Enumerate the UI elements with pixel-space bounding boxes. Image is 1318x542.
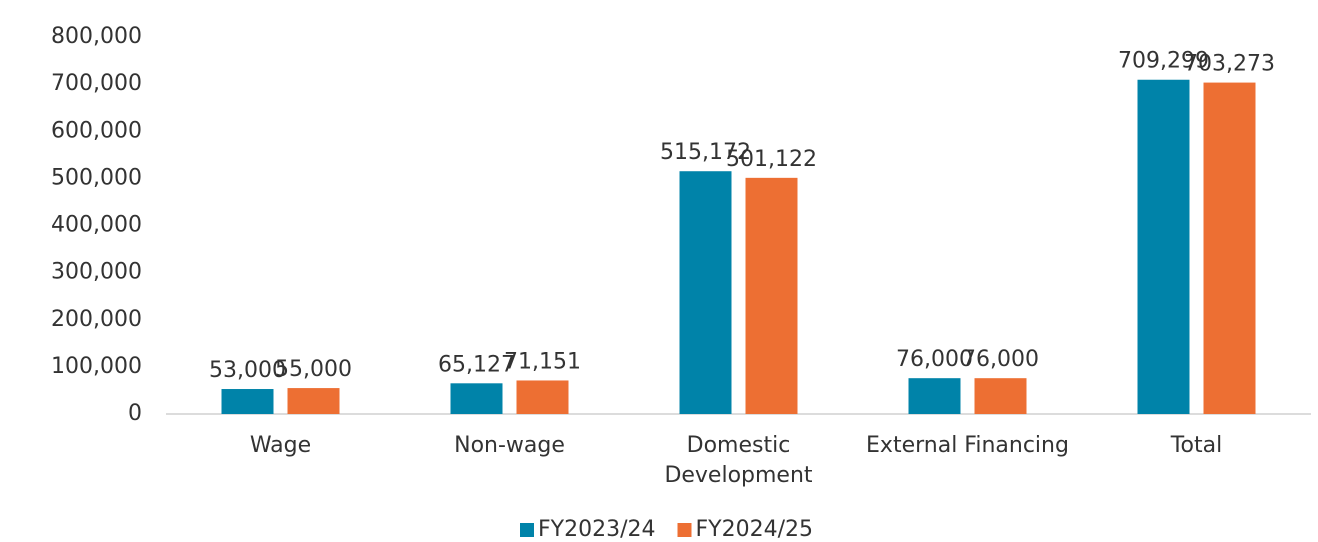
y-tick-label: 800,000 bbox=[51, 24, 142, 49]
bar bbox=[745, 177, 798, 414]
x-tick-label: Wage bbox=[249, 433, 312, 458]
value-label: 76,000 bbox=[962, 347, 1039, 372]
y-tick-label: 400,000 bbox=[51, 213, 142, 238]
value-label: 71,151 bbox=[504, 349, 581, 374]
legend-swatch bbox=[677, 523, 692, 537]
bar bbox=[516, 380, 569, 414]
value-label: 55,000 bbox=[275, 357, 352, 382]
y-tick-label: 700,000 bbox=[51, 71, 142, 96]
legend-label: FY2024/25 bbox=[696, 517, 814, 542]
bar bbox=[221, 389, 274, 414]
y-tick-label: 100,000 bbox=[51, 354, 142, 379]
bar bbox=[450, 383, 503, 414]
bar bbox=[974, 378, 1027, 414]
value-label: 53,000 bbox=[209, 358, 286, 383]
value-label: 65,127 bbox=[438, 352, 515, 377]
x-tick-label: Non-wage bbox=[454, 433, 565, 458]
x-tick-label: External Financing bbox=[866, 433, 1069, 458]
y-tick-label: 200,000 bbox=[51, 307, 142, 332]
bar bbox=[908, 378, 961, 414]
x-tick-label: Domestic Development bbox=[664, 433, 813, 488]
y-tick-label: 600,000 bbox=[51, 118, 142, 143]
value-label: 703,273 bbox=[1184, 52, 1275, 77]
bar bbox=[679, 171, 732, 414]
value-label: 76,000 bbox=[896, 347, 973, 372]
value-label: 501,122 bbox=[726, 147, 817, 172]
bar bbox=[287, 388, 340, 414]
bar bbox=[1137, 79, 1190, 414]
y-tick-label: 0 bbox=[128, 401, 142, 426]
legend-label: FY2023/24 bbox=[538, 517, 656, 542]
legend-swatch bbox=[520, 523, 534, 537]
y-tick-label: 300,000 bbox=[51, 260, 142, 285]
x-tick-label: Total bbox=[1170, 433, 1223, 458]
y-tick-label: 500,000 bbox=[51, 165, 142, 190]
value-label: 515,172 bbox=[660, 140, 751, 165]
value-label: 709,299 bbox=[1118, 49, 1209, 74]
bar bbox=[1203, 82, 1256, 415]
